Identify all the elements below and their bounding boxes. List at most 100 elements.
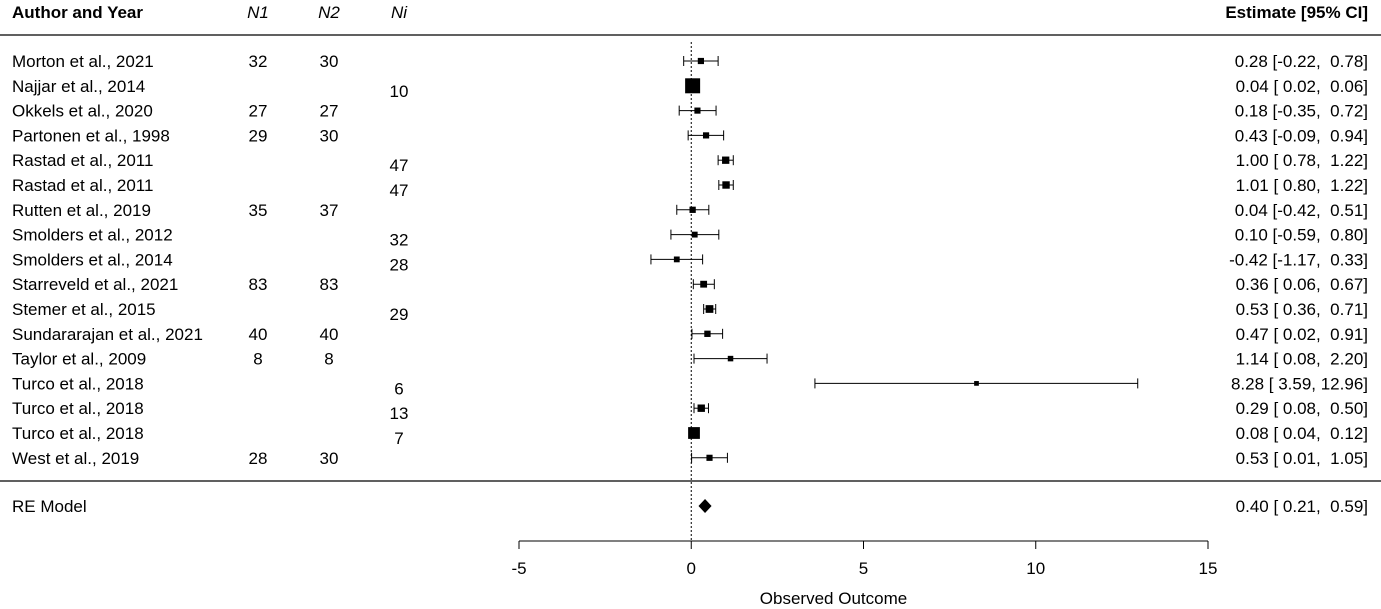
study-label: Taylor et al., 2009 xyxy=(12,350,146,369)
study-row: Sundararajan et al., 2021 40 40 0.47 [ 0.02… xyxy=(12,325,1368,344)
x-tick-label: 10 xyxy=(1026,559,1045,578)
point-estimate xyxy=(706,454,713,461)
study-row: Morton et al., 2021 32 30 0.28 [-0.22, 0.78… xyxy=(12,52,1368,71)
estimate-text: -0.42 [-1.17, 0.33] xyxy=(1229,250,1368,269)
study-n2: 8 xyxy=(324,350,333,369)
study-label: Turco et al., 2018 xyxy=(12,424,144,443)
study-row: Rastad et al., 2011 47 1.01 [ 0.80, 1.22] xyxy=(12,176,1368,200)
study-n1: 83 xyxy=(249,275,268,294)
study-n2: 40 xyxy=(320,325,339,344)
point-estimate xyxy=(673,256,680,263)
point-estimate xyxy=(722,181,730,189)
study-row: Turco et al., 2018 6 8.28 [ 3.59, 12.96] xyxy=(12,374,1368,398)
point-estimate xyxy=(697,57,704,65)
study-label: Turco et al., 2018 xyxy=(12,399,144,418)
point-estimate xyxy=(705,305,714,313)
study-label: Starreveld et al., 2021 xyxy=(12,275,178,294)
study-n1: 8 xyxy=(253,350,262,369)
study-n1: 29 xyxy=(249,126,268,145)
study-row: Starreveld et al., 2021 83 83 0.36 [ 0.06, … xyxy=(12,275,1368,294)
estimate-text: 1.00 [ 0.78, 1.22] xyxy=(1236,151,1368,170)
study-row: Najjar et al., 2014 10 0.04 [ 0.02, 0.06] xyxy=(12,77,1368,101)
header-ni: Ni xyxy=(391,3,408,22)
x-tick-label: -5 xyxy=(511,559,526,578)
estimate-text: 0.28 [-0.22, 0.78] xyxy=(1235,52,1368,71)
study-ni: 47 xyxy=(390,156,409,175)
point-estimate xyxy=(704,330,711,337)
study-row: Taylor et al., 2009 8 8 1.14 [ 0.08, 2.20] xyxy=(12,350,1368,369)
study-n2: 27 xyxy=(320,102,339,121)
point-estimate xyxy=(697,404,705,412)
header-n1: N1 xyxy=(247,3,269,22)
study-n2: 30 xyxy=(320,449,339,468)
estimate-text: 0.29 [ 0.08, 0.50] xyxy=(1236,399,1368,418)
study-row: Smolders et al., 2012 32 0.10 [-0.59, 0.80… xyxy=(12,226,1368,250)
study-label: Najjar et al., 2014 xyxy=(12,77,145,96)
study-label: Turco et al., 2018 xyxy=(12,374,144,393)
x-tick-label: 0 xyxy=(687,559,696,578)
study-ni: 32 xyxy=(390,231,409,250)
estimate-text: 0.10 [-0.59, 0.80] xyxy=(1235,226,1368,245)
header-n2: N2 xyxy=(318,3,340,22)
point-estimate xyxy=(722,156,730,164)
header-author-year: Author and Year xyxy=(12,3,143,22)
point-estimate xyxy=(700,280,708,288)
study-n2: 37 xyxy=(320,201,339,220)
study-n1: 35 xyxy=(249,201,268,220)
study-row: Stemer et al., 2015 29 0.53 [ 0.36, 0.71] xyxy=(12,300,1368,324)
study-ni: 13 xyxy=(390,404,409,423)
study-n2: 30 xyxy=(320,52,339,71)
point-estimate xyxy=(694,107,701,114)
study-n1: 27 xyxy=(249,102,268,121)
x-tick-label: 15 xyxy=(1199,559,1218,578)
study-label: Okkels et al., 2020 xyxy=(12,102,153,121)
study-ni: 47 xyxy=(390,181,409,200)
study-ni: 29 xyxy=(390,305,409,324)
study-label: Rastad et al., 2011 xyxy=(12,151,153,170)
study-label: Rastad et al., 2011 xyxy=(12,176,153,195)
summary-estimate-text: 0.40 [ 0.21, 0.59] xyxy=(1236,497,1368,516)
study-label: Rutten et al., 2019 xyxy=(12,201,151,220)
point-estimate xyxy=(727,355,734,362)
study-row: Okkels et al., 2020 27 27 0.18 [-0.35, 0.72… xyxy=(12,102,1368,121)
study-label: Partonen et al., 1998 xyxy=(12,126,170,145)
estimate-text: 8.28 [ 3.59, 12.96] xyxy=(1231,374,1368,393)
study-n2: 83 xyxy=(320,275,339,294)
estimate-text: 1.14 [ 0.08, 2.20] xyxy=(1236,350,1368,369)
point-estimate xyxy=(702,132,710,139)
estimate-text: 1.01 [ 0.80, 1.22] xyxy=(1236,176,1368,195)
study-ni: 10 xyxy=(390,82,409,101)
estimate-text: 0.43 [-0.09, 0.94] xyxy=(1235,126,1368,145)
study-n1: 40 xyxy=(249,325,268,344)
estimate-text: 0.04 [-0.42, 0.51] xyxy=(1235,201,1368,220)
estimate-text: 0.36 [ 0.06, 0.67] xyxy=(1236,275,1368,294)
x-axis-label: Observed Outcome xyxy=(760,589,907,608)
study-row: Smolders et al., 2014 28 -0.42 [-1.17, 0.3… xyxy=(12,250,1368,274)
study-label: Sundararajan et al., 2021 xyxy=(12,325,203,344)
estimate-text: 0.04 [ 0.02, 0.06] xyxy=(1236,77,1368,96)
point-estimate xyxy=(685,78,701,94)
study-label: Morton et al., 2021 xyxy=(12,52,154,71)
study-row: Turco et al., 2018 7 0.08 [ 0.04, 0.12] xyxy=(12,424,1368,448)
x-tick-label: 5 xyxy=(859,559,868,578)
point-estimate xyxy=(688,427,700,439)
study-n1: 32 xyxy=(249,52,268,71)
study-row: West et al., 2019 28 30 0.53 [ 0.01, 1.05] xyxy=(12,449,1368,468)
summary-label: RE Model xyxy=(12,497,87,516)
estimate-text: 0.47 [ 0.02, 0.91] xyxy=(1236,325,1368,344)
study-row: Turco et al., 2018 13 0.29 [ 0.08, 0.50] xyxy=(12,399,1368,423)
study-ni: 28 xyxy=(390,255,409,274)
study-n1: 28 xyxy=(249,449,268,468)
point-estimate xyxy=(691,231,698,238)
summary-diamond xyxy=(698,499,712,513)
study-row: Partonen et al., 1998 29 30 0.43 [-0.09, 0.… xyxy=(12,126,1368,145)
study-label: Smolders et al., 2012 xyxy=(12,226,173,245)
estimate-text: 0.53 [ 0.01, 1.05] xyxy=(1236,449,1368,468)
study-ni: 7 xyxy=(394,429,403,448)
study-label: Smolders et al., 2014 xyxy=(12,250,173,269)
estimate-text: 0.08 [ 0.04, 0.12] xyxy=(1236,424,1368,443)
study-row: Rastad et al., 2011 47 1.00 [ 0.78, 1.22] xyxy=(12,151,1368,175)
estimate-text: 0.53 [ 0.36, 0.71] xyxy=(1236,300,1368,319)
study-n2: 30 xyxy=(320,126,339,145)
